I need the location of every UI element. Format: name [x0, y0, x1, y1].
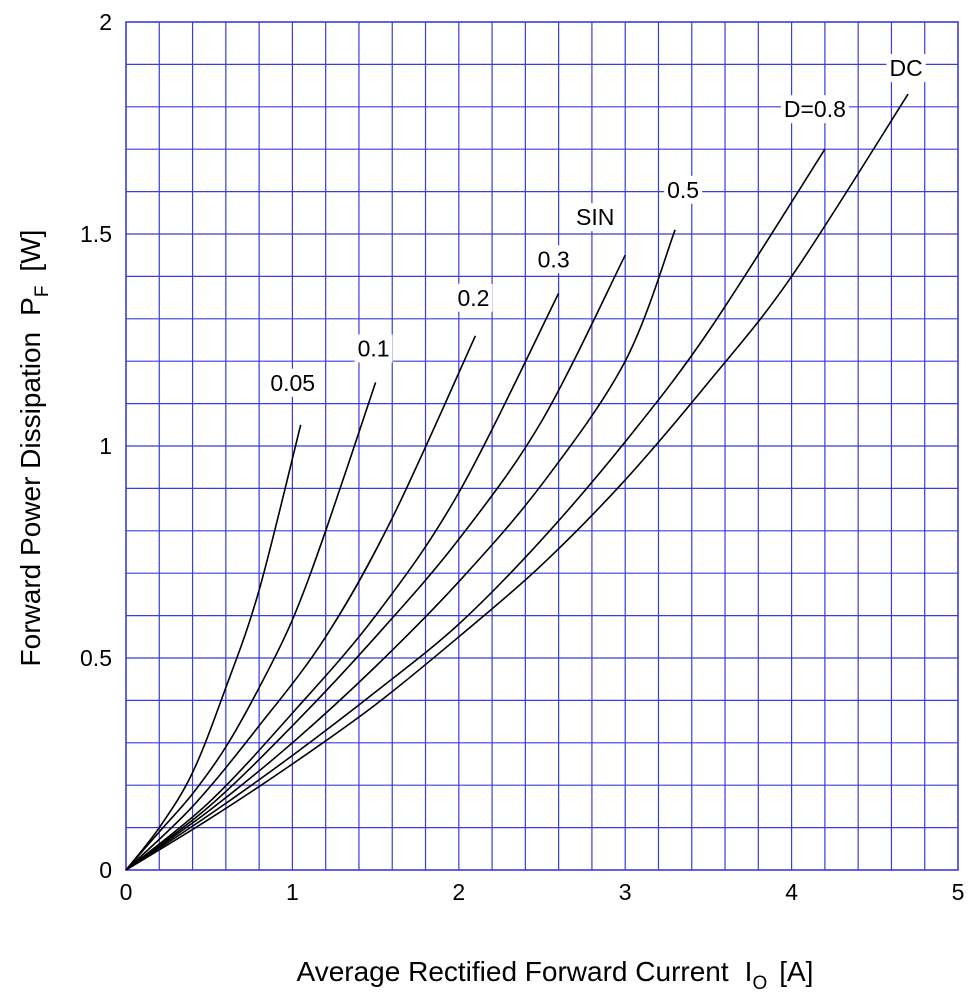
- x-axis-label: Average Rectified Forward Current: [297, 956, 729, 987]
- x-axis-symbol: I: [745, 956, 753, 987]
- y-tick-label: 2: [99, 9, 112, 35]
- series-label-background: [573, 203, 618, 232]
- curves: [125, 93, 909, 871]
- series-label: D=0.8: [784, 96, 846, 122]
- x-tick-label: 5: [952, 879, 965, 905]
- x-axis-title: Average Rectified Forward Current IO [A]: [297, 956, 814, 994]
- grid: [126, 22, 958, 870]
- series-line: [125, 254, 626, 871]
- series-label-background: [780, 95, 849, 124]
- x-tick-label: 3: [619, 879, 632, 905]
- series-label-group: 0.05: [267, 368, 319, 397]
- series-label-background: [664, 175, 703, 204]
- series-line: [125, 229, 676, 871]
- series-label: SIN: [576, 204, 614, 230]
- y-axis-label: Forward Power Dissipation: [15, 332, 46, 667]
- series-line: [125, 293, 560, 871]
- y-tick-label: 1: [99, 433, 112, 459]
- series-label: 0.2: [457, 285, 489, 311]
- series-line: [125, 424, 302, 871]
- x-tick-label: 0: [120, 879, 133, 905]
- series-label-background: [534, 245, 573, 274]
- series-label-background: [454, 283, 493, 312]
- y-tick-label: 1.5: [80, 221, 112, 247]
- plot-frame: [125, 21, 959, 871]
- series-label: 0.1: [358, 335, 390, 361]
- x-tick-label: 4: [785, 879, 798, 905]
- series-label-group: DC: [886, 54, 926, 83]
- series-label-group: 0.1: [354, 334, 393, 363]
- series-label-group: 0.3: [534, 245, 573, 274]
- series-label: DC: [889, 55, 922, 81]
- x-axis-unit: [A]: [779, 956, 813, 987]
- series-line: [125, 382, 377, 871]
- series-label: 0.05: [270, 370, 315, 396]
- x-tick-labels: 0 1 2 3 4 5: [120, 879, 965, 905]
- series-label: 0.5: [667, 177, 699, 203]
- y-axis-symbol-sub: F: [32, 286, 53, 298]
- y-axis-symbol: P: [15, 297, 46, 316]
- y-axis-title: Forward Power Dissipation PF [W]: [15, 230, 53, 667]
- series-label: 0.3: [538, 246, 570, 272]
- series-line: [125, 148, 826, 871]
- series-label-group: SIN: [573, 203, 618, 232]
- series-label-group: D=0.8: [780, 95, 849, 124]
- series-label-group: 0.2: [454, 283, 493, 312]
- y-tick-labels: 0 0.5 1 1.5 2: [80, 9, 112, 883]
- y-tick-label: 0: [99, 857, 112, 883]
- x-tick-label: 2: [452, 879, 465, 905]
- series-label-background: [267, 368, 319, 397]
- series-line: [125, 335, 477, 871]
- y-tick-label: 0.5: [80, 645, 112, 671]
- series-label-background: [354, 334, 393, 363]
- series-line: [125, 93, 909, 871]
- x-axis-symbol-sub: O: [752, 973, 767, 994]
- x-tick-label: 1: [286, 879, 299, 905]
- series-label-group: 0.5: [664, 175, 703, 204]
- series-label-background: [886, 54, 926, 83]
- y-axis-unit: [W]: [15, 230, 46, 272]
